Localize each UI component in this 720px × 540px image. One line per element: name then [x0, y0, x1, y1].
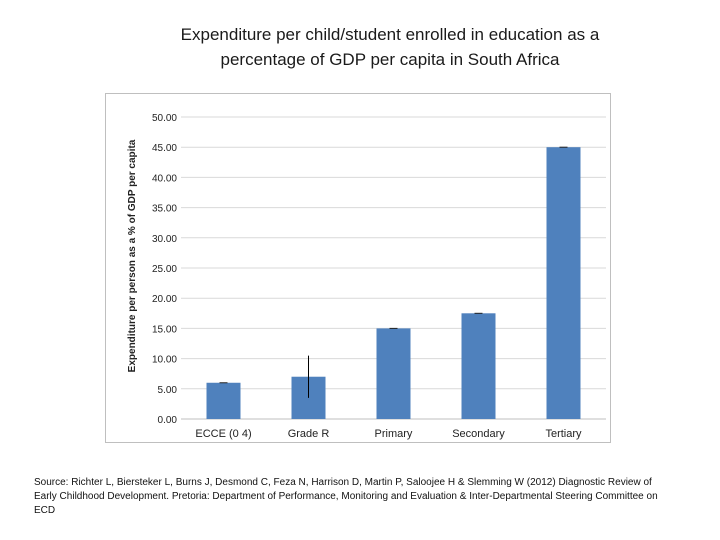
bar [206, 382, 241, 419]
y-tick-label: 15.00 [152, 324, 177, 335]
x-tick-label: Primary [375, 428, 413, 440]
y-tick-label: 10.00 [152, 355, 177, 366]
y-tick-label: 45.00 [152, 143, 177, 154]
bar-chart: 0.00 5.00 10.00 15.00 20.00 25.00 30.00 35.00 40… [127, 113, 606, 440]
y-tick-label: 40.00 [152, 173, 177, 184]
bar [376, 328, 411, 419]
x-tick-label: Tertiary [545, 428, 582, 440]
y-axis-label: Expenditure per person as a % of GDP per… [127, 139, 138, 372]
y-tick-label: 50.00 [152, 113, 177, 124]
y-tick-label: 35.00 [152, 204, 177, 215]
source-citation: Source: Richter L, Biersteker L, Burns J… [34, 477, 658, 516]
y-tick-label: 0.00 [158, 415, 178, 426]
x-tick-label: Grade R [288, 428, 330, 440]
x-tick-label: Secondary [452, 428, 505, 440]
y-tick-label: 20.00 [152, 294, 177, 305]
bar [461, 313, 496, 419]
slide-title: Expenditure per child/student enrolled i… [40, 22, 720, 72]
title-line-1: Expenditure per child/student enrolled i… [180, 25, 600, 44]
chart-frame: 0.00 5.00 10.00 15.00 20.00 25.00 30.00 35.00 40… [105, 93, 611, 443]
title-line-2: percentage of GDP per capita in South Af… [220, 50, 560, 69]
bar [546, 147, 581, 419]
y-tick-label: 25.00 [152, 264, 177, 275]
y-tick-label: 5.00 [158, 385, 178, 396]
y-tick-label: 30.00 [152, 234, 177, 245]
x-tick-label: ECCE (0 4) [195, 428, 251, 440]
